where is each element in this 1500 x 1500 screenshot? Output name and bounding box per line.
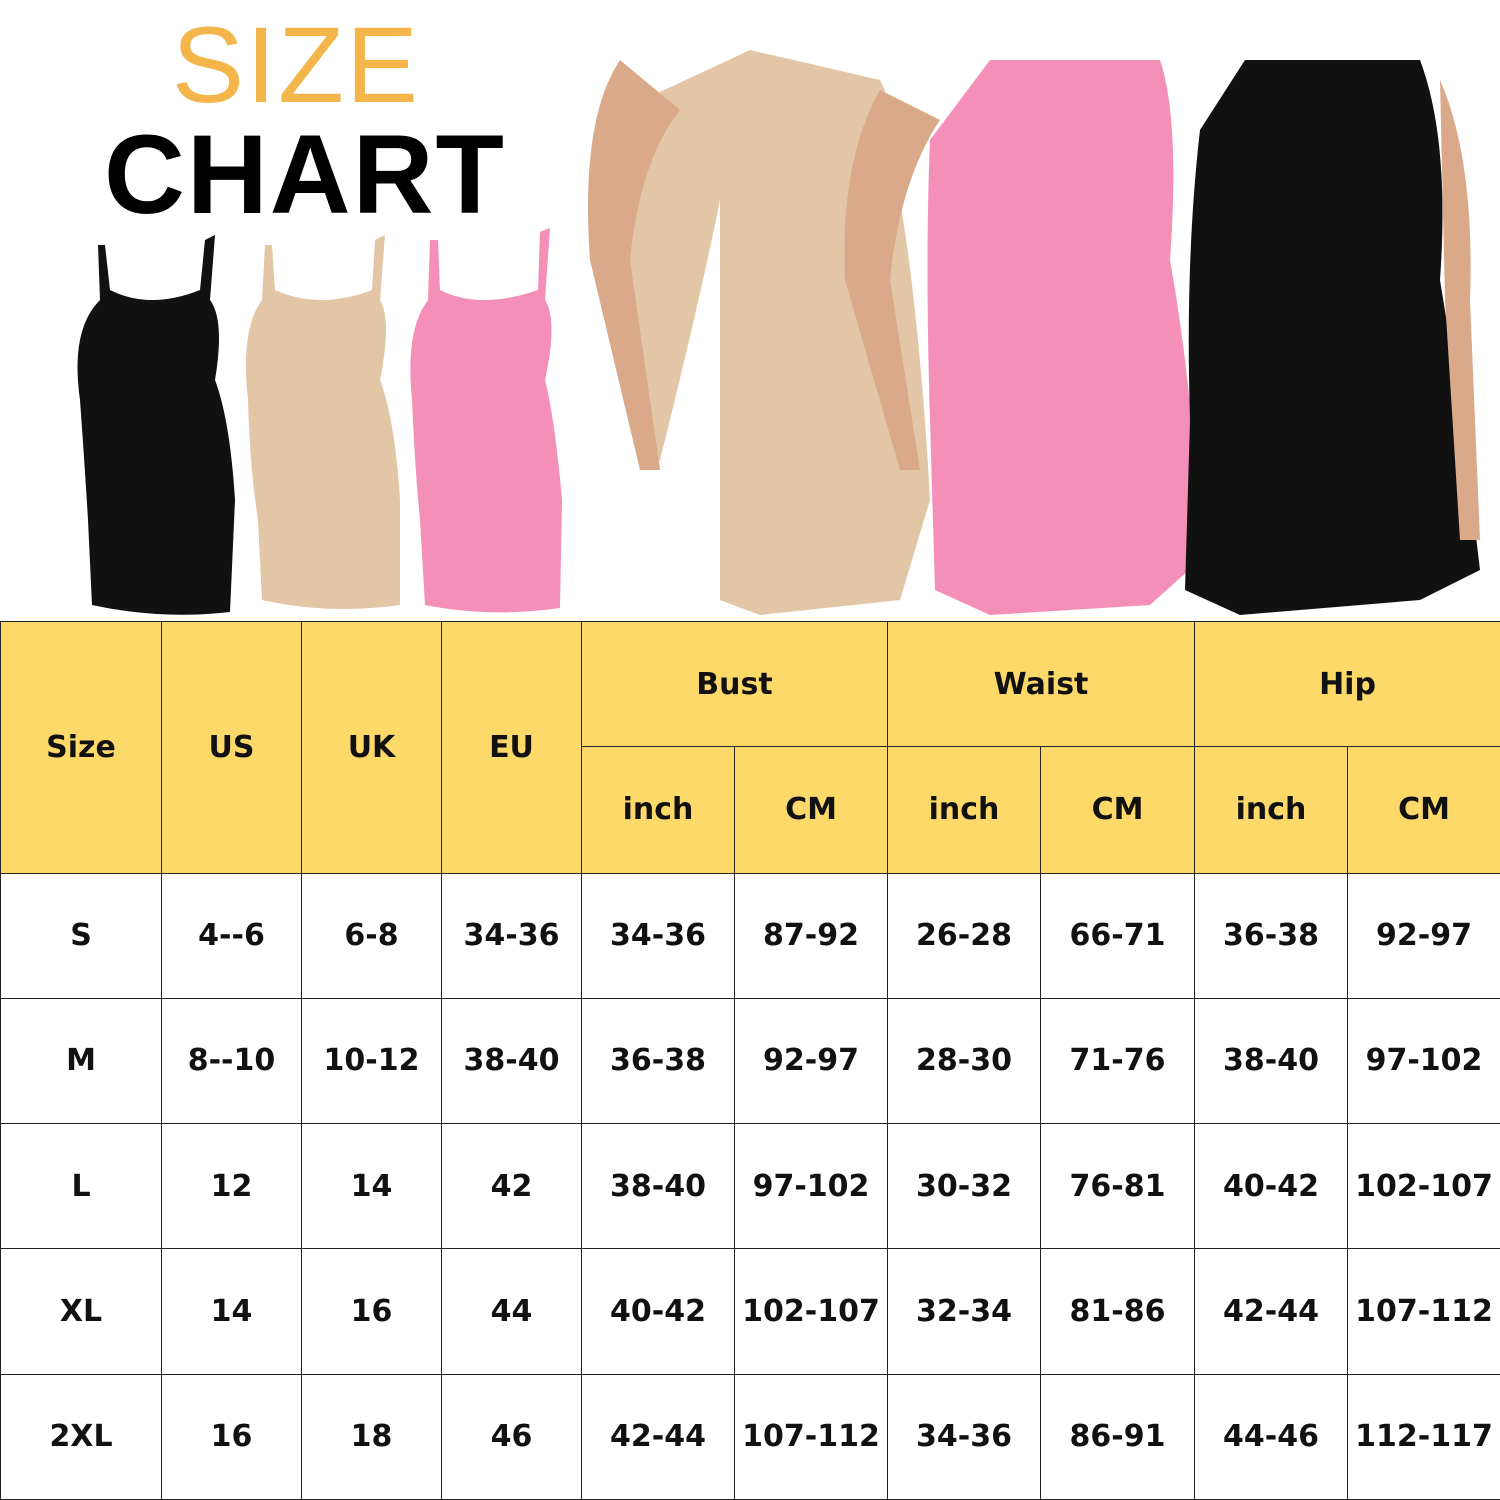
table-cell: 26-28 <box>887 872 1042 999</box>
table-cell: 16 <box>161 1373 302 1500</box>
header-eu: EU <box>441 621 582 874</box>
header-size: Size <box>0 621 162 874</box>
header-us: US <box>161 621 302 874</box>
header-waist-cm: CM <box>1040 746 1196 874</box>
table-cell: 107-112 <box>733 1373 889 1500</box>
table-cell: 30-32 <box>887 1123 1042 1250</box>
table-cell: S <box>0 872 162 999</box>
table-cell: 38-40 <box>581 1123 735 1250</box>
model-pink-image <box>844 60 1200 615</box>
table-row: S 4--6 6-8 34-36 34-36 87-92 26-28 66-71 36-38 92… <box>0 872 1500 999</box>
table-cell: 8--10 <box>161 997 302 1125</box>
table-cell: 32-34 <box>887 1248 1042 1375</box>
table-cell: 36-38 <box>581 997 735 1125</box>
table-row: L 12 14 42 38-40 97-102 30-32 76-81 40-42 102-107 <box>0 1123 1500 1250</box>
table-cell: 87-92 <box>733 872 889 999</box>
table-cell: 38-40 <box>441 997 582 1125</box>
header-uk: UK <box>301 621 442 874</box>
table-cell: 66-71 <box>1040 872 1196 999</box>
header-waist: Waist <box>887 620 1196 748</box>
table-cell: 76-81 <box>1040 1123 1196 1250</box>
size-chart-table: Size US UK EU Bust Waist Hip inch CM inc… <box>0 620 1500 1500</box>
table-cell: 46 <box>441 1373 582 1500</box>
table-cell: L <box>0 1123 162 1250</box>
table-cell: 86-91 <box>1040 1373 1196 1500</box>
table-cell: 28-30 <box>887 997 1042 1125</box>
model-black-image <box>1185 60 1480 615</box>
nude-dress-image <box>245 235 400 609</box>
table-cell: 42-44 <box>581 1373 735 1500</box>
table-cell: 71-76 <box>1040 997 1196 1125</box>
table-cell: 4--6 <box>161 872 302 999</box>
table-cell: 10-12 <box>301 997 442 1125</box>
table-row: M 8--10 10-12 38-40 36-38 92-97 28-30 71-76 38-4… <box>0 997 1500 1125</box>
header-hip: Hip <box>1194 620 1500 748</box>
table-cell: 81-86 <box>1040 1248 1196 1375</box>
table-cell: 102-107 <box>733 1248 889 1375</box>
table-cell: M <box>0 997 162 1125</box>
table-cell: 6-8 <box>301 872 442 999</box>
header-hip-cm: CM <box>1347 746 1500 874</box>
table-cell: 14 <box>301 1123 442 1250</box>
header-bust-inch: inch <box>581 746 735 874</box>
table-cell: 2XL <box>0 1373 162 1500</box>
table-cell: 36-38 <box>1194 872 1349 999</box>
table-cell: 44-46 <box>1194 1373 1349 1500</box>
pink-dress-image <box>410 228 562 613</box>
table-cell: 92-97 <box>733 997 889 1125</box>
table-cell: 34-36 <box>887 1373 1042 1500</box>
title-size: SIZE <box>172 4 421 125</box>
table-cell: 42 <box>441 1123 582 1250</box>
table-cell: 102-107 <box>1347 1123 1500 1250</box>
table-cell: 38-40 <box>1194 997 1349 1125</box>
header-waist-inch: inch <box>887 746 1042 874</box>
table-cell: 97-102 <box>733 1123 889 1250</box>
table-cell: 12 <box>161 1123 302 1250</box>
table-cell: 40-42 <box>581 1248 735 1375</box>
product-images <box>77 50 1480 615</box>
table-cell: 97-102 <box>1347 997 1500 1125</box>
table-cell: 34-36 <box>581 872 735 999</box>
header-hip-inch: inch <box>1194 746 1349 874</box>
model-nude-image <box>588 50 930 615</box>
black-dress-image <box>77 235 235 615</box>
table-cell: 42-44 <box>1194 1248 1349 1375</box>
table-cell: 92-97 <box>1347 872 1500 999</box>
table-cell: 34-36 <box>441 872 582 999</box>
header-bust-cm: CM <box>733 746 889 874</box>
table-cell: 18 <box>301 1373 442 1500</box>
table-cell: 16 <box>301 1248 442 1375</box>
table-row: XL 14 16 44 40-42 102-107 32-34 81-86 42-44 107-1… <box>0 1248 1500 1375</box>
table-cell: 40-42 <box>1194 1123 1349 1250</box>
table-cell: 107-112 <box>1347 1248 1500 1375</box>
table-row: 2XL 16 18 46 42-44 107-112 34-36 86-91 44-46 112-… <box>0 1373 1500 1500</box>
table-cell: 14 <box>161 1248 302 1375</box>
header-bust: Bust <box>580 620 889 748</box>
table-cell: 44 <box>441 1248 582 1375</box>
table-cell: XL <box>0 1248 162 1375</box>
table-cell: 112-117 <box>1347 1373 1500 1500</box>
title-chart: CHART <box>104 112 506 237</box>
